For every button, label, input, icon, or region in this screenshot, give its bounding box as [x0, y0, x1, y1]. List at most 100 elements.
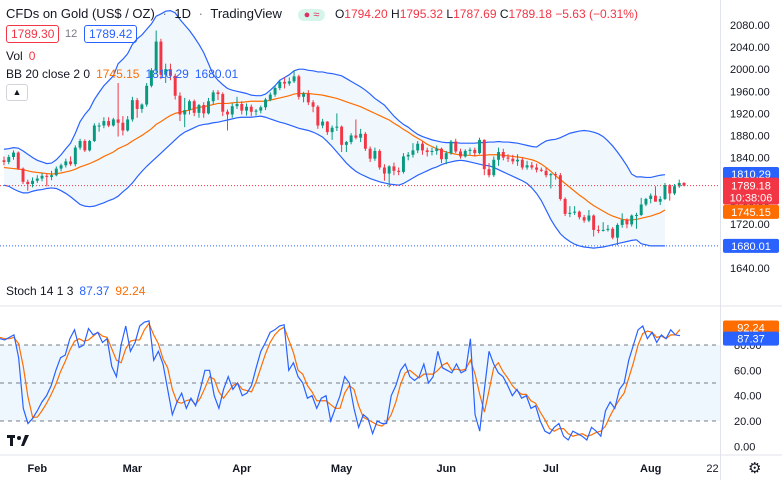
candle-body — [425, 150, 429, 153]
candle — [397, 167, 401, 176]
candle-body — [482, 139, 486, 170]
price-tick-label: 2000.00 — [730, 64, 770, 76]
candle — [235, 96, 239, 109]
candle-body — [468, 149, 472, 151]
candle — [283, 77, 287, 89]
bollinger-lower-value: 1680.01 — [194, 67, 239, 81]
candles — [0, 30, 720, 247]
candle-body — [249, 106, 253, 112]
candle — [249, 104, 253, 117]
tradingview-logo-icon[interactable] — [7, 435, 29, 453]
candle-body — [544, 170, 548, 176]
candle-body — [302, 93, 306, 97]
candle-body — [363, 133, 367, 149]
candle-body — [211, 92, 215, 102]
volume-value: 0 — [28, 49, 36, 63]
candle-body — [245, 106, 248, 111]
ohlc-values: O1794.20 H1795.32 L1787.69 C1789.18 −5.6… — [334, 7, 638, 21]
candle-body — [306, 93, 310, 103]
candle-body — [444, 153, 448, 160]
legend-title-row: CFDs on Gold (US$ / OZ) · 1D · TradingVi… — [6, 6, 638, 21]
candle — [69, 156, 73, 166]
candle — [463, 149, 467, 158]
price-badges: 1810.291789.1810:38:061745.151680.0192.2… — [723, 166, 779, 346]
candle — [40, 173, 44, 182]
candle — [278, 79, 282, 91]
candle-body — [463, 150, 467, 157]
bollinger-basis-value: 1745.15 — [96, 67, 140, 81]
candle — [135, 97, 139, 118]
candle — [677, 179, 681, 188]
candle-body — [520, 159, 524, 168]
candle — [478, 137, 481, 155]
gear-icon[interactable]: ⚙ — [748, 460, 762, 477]
bollinger-lower-line — [3, 115, 665, 249]
candle-body — [668, 185, 672, 194]
candle — [501, 148, 505, 161]
candle — [264, 97, 268, 111]
candle-body — [658, 198, 662, 202]
candle-body — [620, 219, 624, 225]
candle-body — [401, 156, 405, 172]
candle — [601, 222, 605, 232]
price-badge-basis: 1745.15 — [723, 204, 779, 219]
line-wave-icon[interactable]: ● ≈ — [297, 9, 326, 21]
candle — [154, 30, 158, 74]
candle — [83, 139, 87, 153]
price-axis: 2080.00 2040.00 2000.00 1960.00 1920.00 1880.… — [730, 20, 770, 453]
stoch-label[interactable]: Stoch 14 1 3 — [6, 284, 74, 298]
candle — [459, 148, 462, 159]
candle-body — [254, 110, 258, 112]
buy-price-button[interactable]: 1789.42 — [84, 25, 138, 43]
candle — [88, 139, 92, 152]
candle-body — [378, 150, 382, 168]
candle-body — [382, 167, 386, 174]
candle — [111, 117, 115, 127]
candle — [544, 168, 548, 178]
candle-body — [111, 119, 115, 126]
candle — [287, 77, 291, 86]
candle — [102, 117, 106, 129]
candle — [554, 171, 558, 180]
symbol-name[interactable]: CFDs on Gold (US$ / OZ) — [6, 6, 155, 21]
chevron-up-icon[interactable]: ▲ — [6, 84, 28, 101]
candle — [406, 152, 410, 161]
candle — [173, 73, 177, 100]
candle — [401, 153, 405, 174]
candle-body — [511, 158, 515, 162]
candle — [240, 101, 244, 115]
sell-price-button[interactable]: 1789.30 — [6, 25, 60, 43]
candle-body — [673, 186, 676, 194]
candle — [254, 108, 258, 116]
candle-body — [35, 178, 39, 181]
candle — [202, 102, 206, 118]
price-badge-lower: 1680.01 — [723, 238, 779, 253]
interval-label[interactable]: 1D — [174, 6, 192, 21]
candle-body — [525, 165, 529, 168]
candle — [126, 116, 130, 132]
price-badge-stoch-d: 92.24 — [723, 320, 779, 335]
candle — [663, 182, 667, 201]
high-value: 1795.32 — [399, 7, 444, 21]
candle — [273, 85, 277, 97]
price-tick-label: 1840.00 — [730, 153, 770, 165]
candle-body — [368, 148, 372, 159]
price-badge-bg — [723, 320, 779, 335]
candle-body — [168, 69, 172, 76]
candle-body — [563, 198, 567, 214]
candle-body — [83, 140, 87, 151]
candle-body — [535, 167, 539, 170]
bollinger-label[interactable]: BB 20 close 2 0 — [6, 67, 91, 81]
candle-body — [145, 85, 149, 105]
candle-body — [406, 154, 410, 157]
candle — [606, 224, 610, 232]
candle — [363, 132, 367, 151]
price-badge-bg — [723, 177, 779, 205]
price-badge-text: 1745.15 — [731, 207, 771, 219]
candle-body — [159, 41, 163, 75]
candle — [468, 147, 472, 155]
close-value: 1789.18 — [508, 7, 552, 21]
time-axis: Feb Mar Apr May Jun Jul Aug 22 — [28, 463, 719, 475]
